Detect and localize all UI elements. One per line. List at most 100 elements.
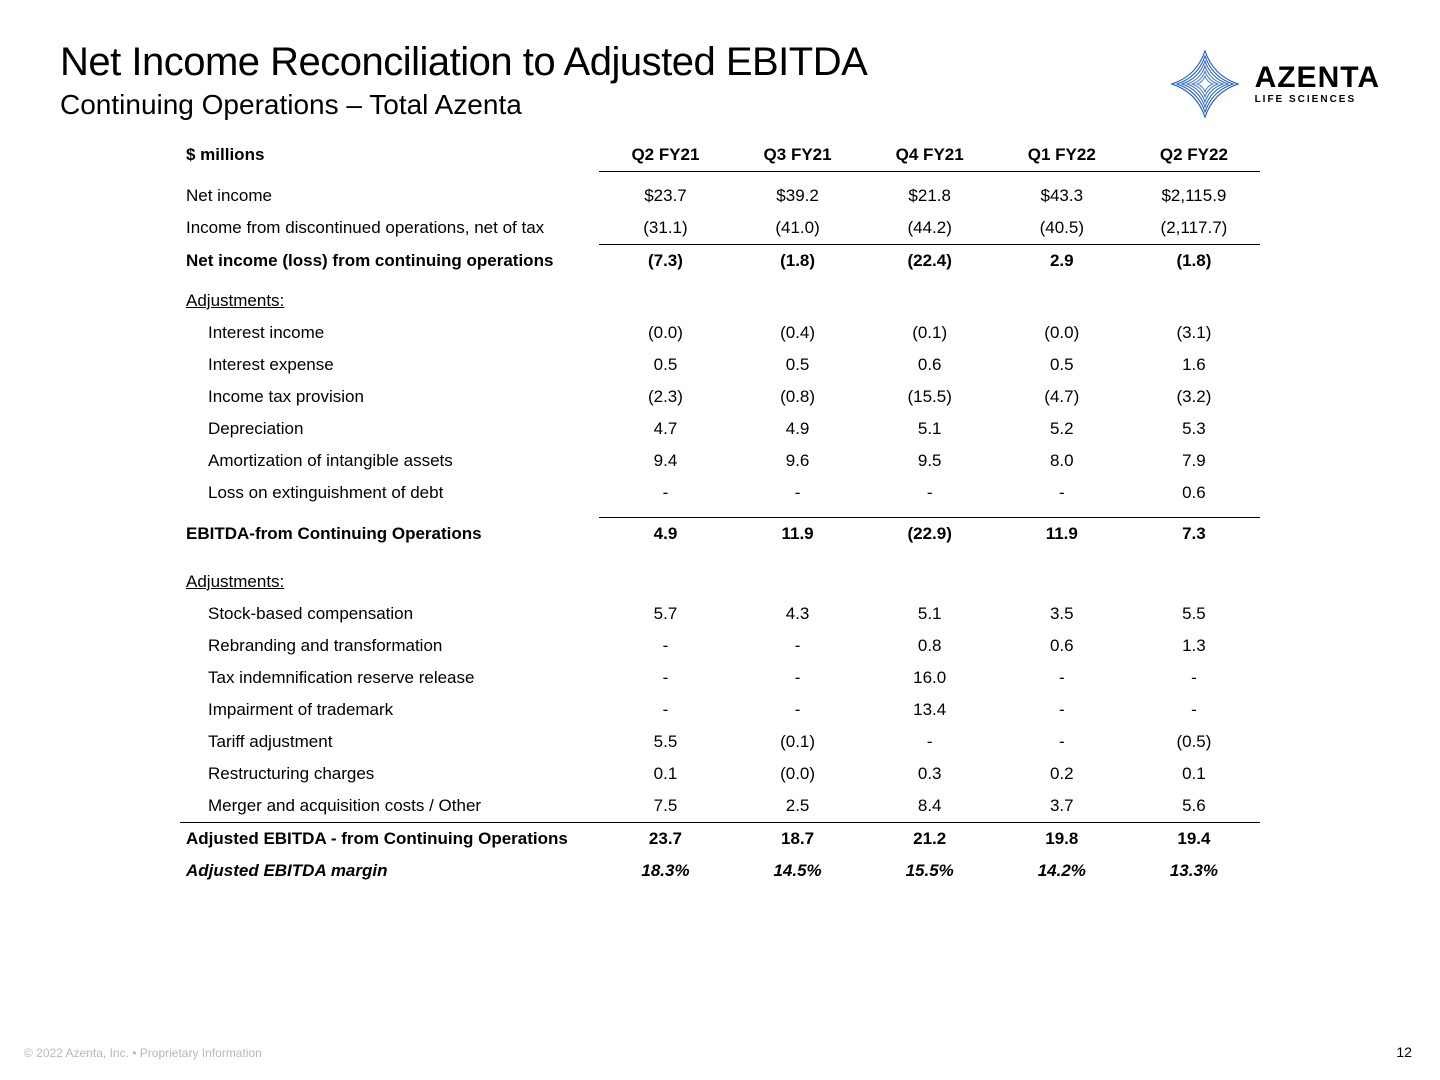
- cell-value: -: [732, 477, 864, 509]
- cell-value: (4.7): [996, 381, 1128, 413]
- cell-value: 16.0: [864, 662, 996, 694]
- cell-value: 4.3: [732, 598, 864, 630]
- cell-value: 8.0: [996, 445, 1128, 477]
- cell-value: 0.1: [599, 758, 731, 790]
- cell-value: (3.2): [1128, 381, 1260, 413]
- cell-value: 5.6: [1128, 790, 1260, 823]
- cell-value: 0.5: [599, 349, 731, 381]
- cell-value: 11.9: [732, 518, 864, 551]
- cell-value: -: [732, 694, 864, 726]
- cell-value: -: [599, 694, 731, 726]
- cell-value: 1.3: [1128, 630, 1260, 662]
- logo-mark-icon: [1169, 48, 1241, 120]
- cell-value: (1.8): [732, 245, 864, 278]
- table-row: Interest expense0.50.50.60.51.6: [180, 349, 1260, 381]
- cell-value: 15.5%: [864, 855, 996, 887]
- cell-value: 3.7: [996, 790, 1128, 823]
- cell-value: 5.5: [1128, 598, 1260, 630]
- row-label: Income tax provision: [180, 381, 599, 413]
- cell-value: (44.2): [864, 212, 996, 245]
- table-row: Tariff adjustment5.5(0.1)--(0.5): [180, 726, 1260, 758]
- cell-value: -: [1128, 694, 1260, 726]
- header-label: $ millions: [180, 139, 599, 172]
- table-row: Net income (loss) from continuing operat…: [180, 245, 1260, 278]
- cell-value: 21.2: [864, 823, 996, 856]
- cell-value: 5.1: [864, 598, 996, 630]
- table-header-row: $ millions Q2 FY21 Q3 FY21 Q4 FY21 Q1 FY…: [180, 139, 1260, 172]
- cell-value: -: [599, 477, 731, 509]
- row-label: Tax indemnification reserve release: [180, 662, 599, 694]
- cell-value: 7.3: [1128, 518, 1260, 551]
- cell-value: (0.0): [732, 758, 864, 790]
- cell-value: (22.4): [864, 245, 996, 278]
- row-label: Depreciation: [180, 413, 599, 445]
- row-label: Interest income: [180, 317, 599, 349]
- cell-value: (2,117.7): [1128, 212, 1260, 245]
- cell-value: 3.5: [996, 598, 1128, 630]
- cell-value: $23.7: [599, 180, 731, 212]
- cell-value: 9.4: [599, 445, 731, 477]
- row-label: Restructuring charges: [180, 758, 599, 790]
- cell-value: 5.7: [599, 598, 731, 630]
- cell-value: (31.1): [599, 212, 731, 245]
- cell-value: 4.9: [599, 518, 731, 551]
- cell-value: 0.6: [1128, 477, 1260, 509]
- brand-logo: AZENTA LIFE SCIENCES: [1169, 48, 1380, 120]
- table-row: EBITDA-from Continuing Operations4.911.9…: [180, 518, 1260, 551]
- cell-value: $21.8: [864, 180, 996, 212]
- reconciliation-table-wrap: $ millions Q2 FY21 Q3 FY21 Q4 FY21 Q1 FY…: [180, 139, 1260, 887]
- cell-value: (41.0): [732, 212, 864, 245]
- table-row: Income from discontinued operations, net…: [180, 212, 1260, 245]
- col-header: Q4 FY21: [864, 139, 996, 172]
- row-label: Adjusted EBITDA - from Continuing Operat…: [180, 823, 599, 856]
- table-row: Amortization of intangible assets9.49.69…: [180, 445, 1260, 477]
- table-row: Adjusted EBITDA - from Continuing Operat…: [180, 823, 1260, 856]
- cell-value: -: [732, 662, 864, 694]
- table-row: Depreciation4.74.95.15.25.3: [180, 413, 1260, 445]
- cell-value: (22.9): [864, 518, 996, 551]
- cell-value: 11.9: [996, 518, 1128, 551]
- cell-value: (7.3): [599, 245, 731, 278]
- cell-value: 2.5: [732, 790, 864, 823]
- row-label: Adjusted EBITDA margin: [180, 855, 599, 887]
- cell-value: (15.5): [864, 381, 996, 413]
- cell-value: -: [1128, 662, 1260, 694]
- table-section-header: Adjustments:: [180, 285, 1260, 317]
- row-label: Stock-based compensation: [180, 598, 599, 630]
- cell-value: 5.5: [599, 726, 731, 758]
- cell-value: 4.9: [732, 413, 864, 445]
- cell-value: 5.1: [864, 413, 996, 445]
- cell-value: 9.5: [864, 445, 996, 477]
- table-row: Net income$23.7$39.2$21.8$43.3$2,115.9: [180, 180, 1260, 212]
- logo-text: AZENTA: [1255, 63, 1380, 93]
- table-row: Merger and acquisition costs / Other7.52…: [180, 790, 1260, 823]
- cell-value: 2.9: [996, 245, 1128, 278]
- cell-value: 0.6: [996, 630, 1128, 662]
- cell-value: 19.8: [996, 823, 1128, 856]
- row-label: EBITDA-from Continuing Operations: [180, 518, 599, 551]
- table-row: Tax indemnification reserve release--16.…: [180, 662, 1260, 694]
- cell-value: 0.3: [864, 758, 996, 790]
- cell-value: -: [996, 694, 1128, 726]
- cell-value: $43.3: [996, 180, 1128, 212]
- cell-value: (1.8): [1128, 245, 1260, 278]
- table-section-header: Adjustments:: [180, 566, 1260, 598]
- col-header: Q3 FY21: [732, 139, 864, 172]
- row-label: Rebranding and transformation: [180, 630, 599, 662]
- cell-value: 0.6: [864, 349, 996, 381]
- table-row: Impairment of trademark--13.4--: [180, 694, 1260, 726]
- table-row: Stock-based compensation5.74.35.13.55.5: [180, 598, 1260, 630]
- row-label: Merger and acquisition costs / Other: [180, 790, 599, 823]
- table-row: Adjusted EBITDA margin18.3%14.5%15.5%14.…: [180, 855, 1260, 887]
- cell-value: 18.3%: [599, 855, 731, 887]
- cell-value: 5.3: [1128, 413, 1260, 445]
- cell-value: 0.8: [864, 630, 996, 662]
- cell-value: -: [599, 630, 731, 662]
- cell-value: (40.5): [996, 212, 1128, 245]
- col-header: Q2 FY21: [599, 139, 731, 172]
- cell-value: $39.2: [732, 180, 864, 212]
- row-label: Amortization of intangible assets: [180, 445, 599, 477]
- logo-tagline: LIFE SCIENCES: [1255, 95, 1380, 105]
- cell-value: (0.0): [599, 317, 731, 349]
- cell-value: (0.0): [996, 317, 1128, 349]
